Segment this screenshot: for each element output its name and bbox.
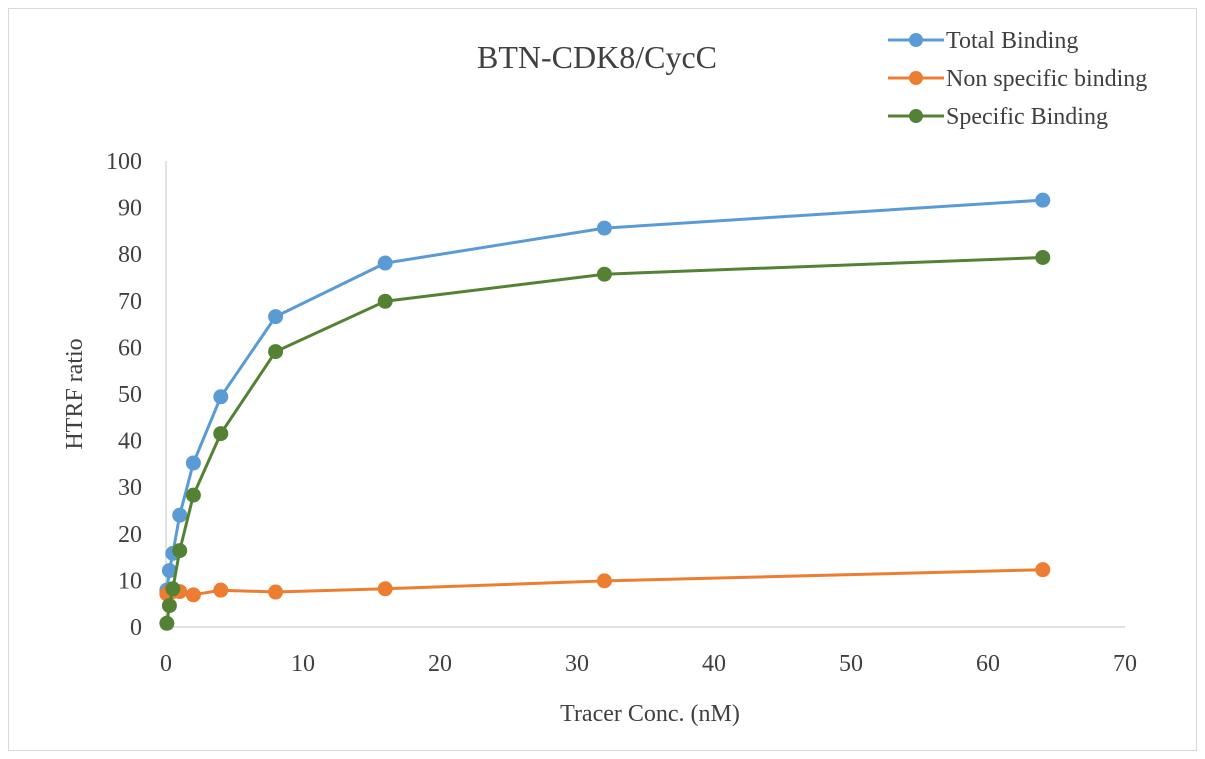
data-point [377,581,393,597]
axes: 0 10 20 30 40 50 60 70 80 90 100 0 10 20 30 40 50 60 70 [106,149,1137,677]
x-tick-label: 10 [291,651,315,677]
legend-label: Non specific binding [946,66,1147,92]
legend-swatch-marker [909,33,923,47]
x-tick-label: 50 [839,651,863,677]
chart-title: BTN-CDK8/CycC [477,39,717,75]
data-point [268,584,284,600]
x-tick-label: 20 [428,651,452,677]
data-point [377,293,393,309]
x-tick-label: 70 [1113,651,1137,677]
legend-item: Specific Binding [888,104,1108,130]
data-point [172,507,188,523]
data-point [596,573,612,589]
x-tick-label: 40 [702,651,726,677]
data-point [159,615,175,631]
legend-label: Total Binding [946,28,1078,54]
data-point [172,543,188,559]
data-point [213,426,229,442]
series-specific-binding [159,249,1051,631]
y-tick-label: 90 [118,196,142,222]
chart-frame [8,8,1197,751]
data-point [1035,192,1051,208]
legend-swatch-marker [909,71,923,85]
y-tick-label: 20 [118,522,142,548]
y-tick-label: 60 [118,335,142,361]
y-tick-label: 50 [118,382,142,408]
y-tick-label: 0 [130,615,142,641]
data-point [377,255,393,271]
series-line [165,256,1043,624]
legend-swatch-marker [909,109,923,123]
series-layer [159,192,1051,631]
x-tick-label: 0 [160,651,172,677]
series-line [165,198,1043,591]
data-point [1035,562,1051,578]
x-axis-label: Tracer Conc. (nM) [560,701,740,727]
legend-item: Non specific binding [888,66,1147,92]
x-tick-label: 30 [565,651,589,677]
legend-label: Specific Binding [946,104,1108,130]
data-point [596,266,612,282]
data-point [185,455,201,471]
series-total-binding [159,192,1051,598]
data-point [213,389,229,405]
y-tick-label: 70 [118,289,142,315]
y-tick-label: 30 [118,475,142,501]
y-axis-label: HTRF ratio [62,338,88,449]
data-point [161,598,177,614]
data-point [1035,249,1051,265]
y-tick-label: 10 [118,568,142,594]
y-tick-label: 80 [118,242,142,268]
y-tick-label: 40 [118,429,142,455]
data-point [185,487,201,503]
data-point [268,344,284,360]
data-point [268,309,284,325]
data-point [213,582,229,598]
x-tick-label: 60 [976,651,1000,677]
data-point [165,581,181,597]
series-non-specific-binding [159,562,1051,603]
legend: Total Binding Non specific binding Specifi… [888,28,1147,130]
y-tick-label: 100 [106,149,142,175]
legend-item: Total Binding [888,28,1078,54]
data-point [596,220,612,236]
data-point [185,587,201,603]
